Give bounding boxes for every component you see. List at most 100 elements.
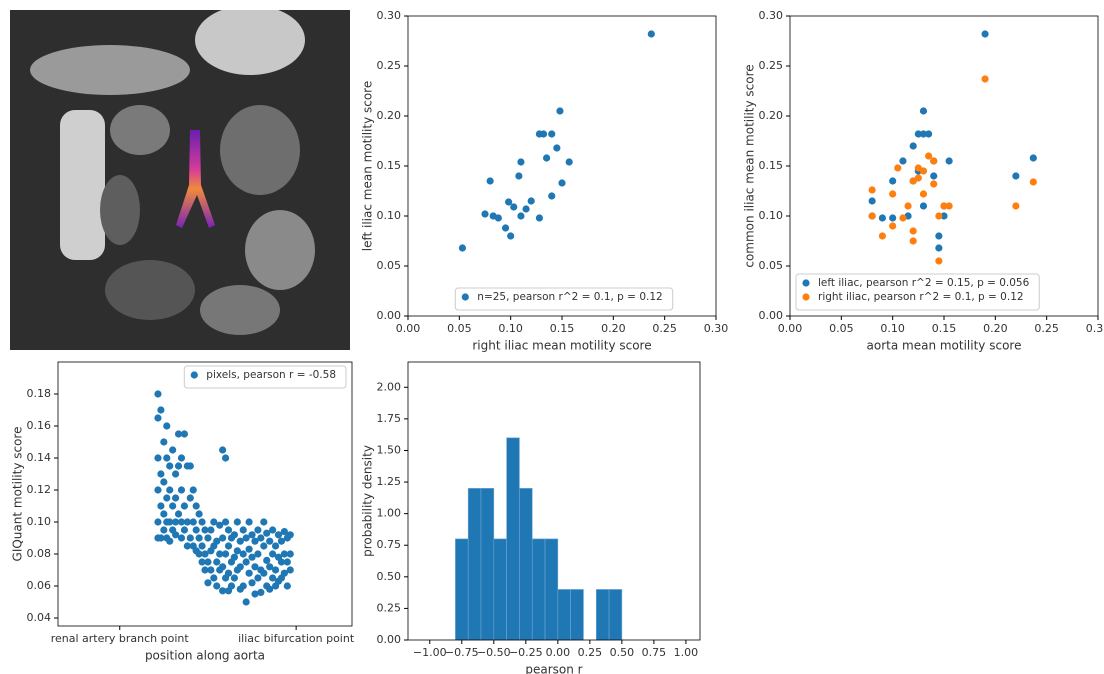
y-tick-label: 0.10 [27, 515, 52, 528]
scatter-point [213, 582, 220, 589]
histogram-bar [468, 488, 481, 640]
scatter-point [160, 478, 167, 485]
scatter-point [163, 422, 170, 429]
x-tick-label: 0.30 [704, 322, 729, 335]
scatter-point [240, 526, 247, 533]
x-tick-label: 0.15 [932, 322, 957, 335]
scatter-point [187, 462, 194, 469]
x-tick-label: 0.00 [396, 322, 421, 335]
legend-marker [802, 293, 809, 300]
scatter-point [556, 107, 563, 114]
scatter-point [225, 542, 232, 549]
scatter-point [263, 557, 270, 564]
scatter-point [190, 486, 197, 493]
y-tick-label: 0.16 [27, 419, 52, 432]
scatter-point [178, 534, 185, 541]
scatter-point [213, 558, 220, 565]
y-tick-label: 0.05 [759, 259, 784, 272]
scatter-point [981, 30, 988, 37]
scatter-point [154, 390, 161, 397]
scatter-point [172, 494, 179, 501]
y-tick-label: 0.00 [377, 309, 402, 322]
y-tick-label: 0.10 [759, 209, 784, 222]
scatter-point [222, 454, 229, 461]
scatter-point [198, 518, 205, 525]
scatter-point [540, 130, 547, 137]
scatter-point [178, 486, 185, 493]
scatter-point [935, 212, 942, 219]
histogram-bar [494, 539, 507, 640]
scatter-point [231, 574, 238, 581]
y-tick-label: 0.20 [759, 109, 784, 122]
x-tick-label: 0.00 [546, 646, 571, 659]
scatter-point [648, 30, 655, 37]
scatter-point [1012, 202, 1019, 209]
scatter-point [517, 212, 524, 219]
scatter-point [240, 550, 247, 557]
scatter-point [243, 598, 250, 605]
scatter-point [889, 190, 896, 197]
scatter-point [154, 454, 161, 461]
scatter-point [930, 180, 937, 187]
scatter-point [505, 198, 512, 205]
scatter-point [254, 526, 261, 533]
scatter-point [222, 550, 229, 557]
scatter-point [178, 454, 185, 461]
scatter-point [481, 210, 488, 217]
scatter-point [260, 518, 267, 525]
scatter-point [904, 202, 911, 209]
x-tick-label: 0.20 [983, 322, 1008, 335]
scatter-point [879, 232, 886, 239]
y-tick-label: 0.50 [377, 570, 402, 583]
scatter-point [981, 75, 988, 82]
scatter-point [869, 197, 876, 204]
y-tick-label: 1.25 [377, 475, 402, 488]
scatter-point [920, 167, 927, 174]
scatter-point [935, 232, 942, 239]
scatter-point [248, 531, 255, 538]
histogram-bar [532, 539, 545, 640]
scatter-point [930, 172, 937, 179]
scatter-point [515, 172, 522, 179]
scatter-point [935, 257, 942, 264]
x-tick-label: 0.30 [1086, 322, 1104, 335]
scatter-point [181, 502, 188, 509]
y-tick-label: 0.04 [27, 611, 52, 624]
x-tick-label: −0.50 [477, 646, 511, 659]
scatter-point [193, 502, 200, 509]
y-tick-label: 0.00 [377, 633, 402, 646]
x-tick-label: renal artery branch point [51, 632, 190, 645]
scatter-point [889, 222, 896, 229]
y-tick-label: 0.25 [377, 601, 402, 614]
scatter-point [207, 566, 214, 573]
scatter-point [196, 534, 203, 541]
y-tick-label: 0.30 [377, 9, 402, 22]
scatter-point [243, 558, 250, 565]
scatter-point [946, 157, 953, 164]
legend-marker [802, 279, 809, 286]
scatter-point [269, 526, 276, 533]
legend-label: n=25, pearson r^2 = 0.1, p = 0.12 [477, 291, 662, 303]
legend: left iliac, pearson r^2 = 0.15, p = 0.05… [796, 274, 1039, 310]
scatter-point [181, 430, 188, 437]
y-tick-label: 0.14 [27, 451, 52, 464]
x-tick-label: 0.05 [447, 322, 472, 335]
scatter-point [198, 542, 205, 549]
scatter-point [925, 152, 932, 159]
x-tick-label: 0.15 [550, 322, 575, 335]
scatter-point [222, 518, 229, 525]
axes-frame [790, 16, 1098, 316]
y-axis-label: left iliac mean motility score [361, 81, 375, 251]
x-axis-label: position along aorta [145, 649, 265, 663]
x-tick-label: 0.25 [578, 646, 603, 659]
y-tick-label: 1.00 [377, 507, 402, 520]
x-axis-label: aorta mean motility score [867, 339, 1022, 353]
scatter-point [1030, 178, 1037, 185]
scatter-point [248, 579, 255, 586]
scatter-point [946, 202, 953, 209]
scatter-point [234, 518, 241, 525]
scatter-point [869, 212, 876, 219]
scatter-point [517, 158, 524, 165]
scatter-point [163, 454, 170, 461]
scatter-point [204, 579, 211, 586]
